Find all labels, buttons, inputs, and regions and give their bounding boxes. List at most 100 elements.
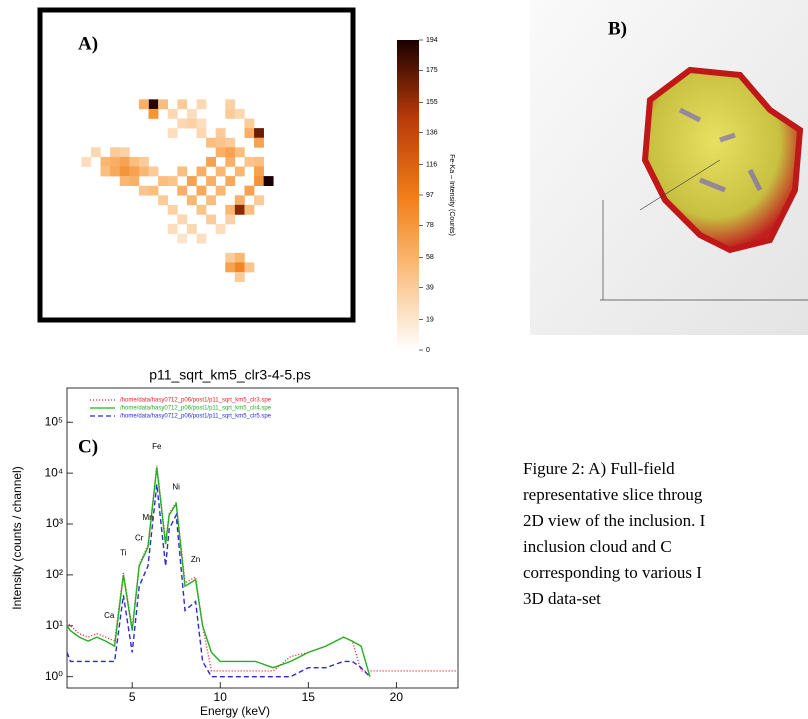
heatmap-cell <box>129 156 140 167</box>
element-label: Ni <box>172 482 180 491</box>
heatmap-cell <box>225 99 236 110</box>
heatmap-cell <box>100 156 111 167</box>
heatmap-cell <box>129 176 140 186</box>
heatmap-cell <box>234 147 245 158</box>
heatmap-cell <box>244 262 255 273</box>
heatmap-cell <box>186 195 197 206</box>
heatmap-cell <box>196 99 207 110</box>
caption-line: 2D view of the inclusion. I <box>523 511 706 530</box>
heatmap-cell <box>90 147 101 158</box>
caption-line: Figure 2: A) Full-field <box>523 459 675 478</box>
heatmap-cell <box>206 176 216 186</box>
heatmap-cell <box>215 166 226 177</box>
heatmap-cell <box>186 108 197 119</box>
y-tick-label: 10¹ <box>46 618 63 632</box>
chart-title: p11_sqrt_km5_clr3-4-5.ps <box>149 367 311 383</box>
heatmap-cell <box>186 176 197 186</box>
x-tick-label: 20 <box>390 690 404 704</box>
y-tick-label: 10⁰ <box>45 669 63 683</box>
heatmap-cell <box>234 252 245 263</box>
heatmap-cell <box>206 137 216 148</box>
heatmap-cell <box>254 137 264 148</box>
legend-label: /home/data/hasy0712_p06/post1/p11_sqrt_k… <box>120 398 272 404</box>
element-label: Mn <box>142 513 153 522</box>
panel-label: A) <box>78 33 98 54</box>
heatmap-cell <box>215 185 226 196</box>
plot-frame <box>66 387 459 689</box>
heatmap-cell <box>119 166 130 177</box>
heatmap-cell <box>148 166 159 177</box>
heatmap-cell <box>110 147 121 158</box>
heatmap-cell <box>186 118 197 129</box>
heatmap-cell <box>225 156 236 167</box>
heatmap-cell <box>244 204 255 215</box>
x-tick-label: 10 <box>214 690 228 704</box>
heatmap-cell <box>129 166 140 177</box>
heatmap-cell <box>206 214 216 225</box>
heatmap-cell <box>244 118 255 129</box>
heatmap-cell <box>234 166 245 177</box>
colorbar-tick-label: 97 <box>426 192 434 199</box>
x-axis-label: Energy (keV) <box>200 704 270 718</box>
heatmap-cell <box>177 118 188 129</box>
heatmap-cell <box>177 214 188 225</box>
heatmap-cell <box>158 195 169 206</box>
heatmap-cell <box>196 204 207 215</box>
heatmap-cell <box>234 262 245 273</box>
x-tick-label: 5 <box>129 690 136 704</box>
render-detail <box>678 107 763 193</box>
heatmap-cell <box>225 262 236 273</box>
heatmap-cell <box>100 166 111 177</box>
heatmap-cell <box>177 166 188 177</box>
spectrum-line <box>66 465 458 672</box>
colorbar-label: Fe-Ka – Intensity (Counts) <box>448 154 455 236</box>
frame <box>37 7 356 323</box>
heatmap-cell <box>254 166 264 177</box>
heatmap-cell <box>196 233 207 244</box>
heatmap-cell <box>110 156 121 167</box>
caption-line: representative slice throug <box>523 485 703 504</box>
colorbar-tick-label: 136 <box>426 130 438 137</box>
heatmap-cell <box>215 128 226 139</box>
element-label: Zn <box>191 555 200 564</box>
heatmap-cell <box>225 137 236 148</box>
heatmap-cell <box>263 176 274 186</box>
heatmap-cell <box>167 224 178 234</box>
heatmap-cell <box>186 224 197 234</box>
heatmap-cell <box>167 204 178 215</box>
colorbar-tick-label: 58 <box>426 254 434 261</box>
heatmap-cell <box>234 204 245 215</box>
element-label: Fe <box>152 442 162 451</box>
heatmap-cell <box>225 176 236 186</box>
inclusion-render <box>641 66 804 254</box>
heatmap-cell <box>138 166 149 177</box>
heatmap-cell <box>254 128 264 139</box>
heatmap-cell <box>167 128 178 139</box>
heatmap-cell <box>225 147 236 158</box>
colorbar-tick-label: 39 <box>426 285 434 292</box>
panel-a: A) Fe-Ka – Intensity (Counts) 0 19 39 58 78 9… <box>37 7 455 354</box>
heatmap-cell <box>119 176 130 186</box>
heatmap-cell <box>215 147 226 158</box>
colorbar-tick-label: 0 <box>426 347 430 354</box>
heatmap-cell <box>167 176 178 186</box>
heatmap-cell <box>196 166 207 177</box>
element-label: Ca <box>104 611 115 620</box>
colorbar-tick-label: 194 <box>426 37 438 44</box>
heatmap-cell <box>196 185 207 196</box>
heatmap-cell <box>110 166 121 177</box>
heatmap-cell <box>225 214 236 225</box>
colorbar-tick-label: 175 <box>426 67 438 74</box>
element-label: Ti <box>120 549 127 558</box>
x-tick-label: 15 <box>302 690 316 704</box>
heatmap-cell <box>206 195 216 206</box>
heatmap-cell <box>206 156 216 167</box>
y-tick-label: 10⁴ <box>44 465 63 479</box>
heatmap-cell <box>196 118 207 129</box>
render-axis <box>639 159 721 211</box>
heatmap-cell <box>158 99 169 110</box>
heatmap-cell <box>119 147 130 158</box>
heatmap-cell <box>215 224 226 234</box>
heatmap-cell <box>148 99 159 110</box>
